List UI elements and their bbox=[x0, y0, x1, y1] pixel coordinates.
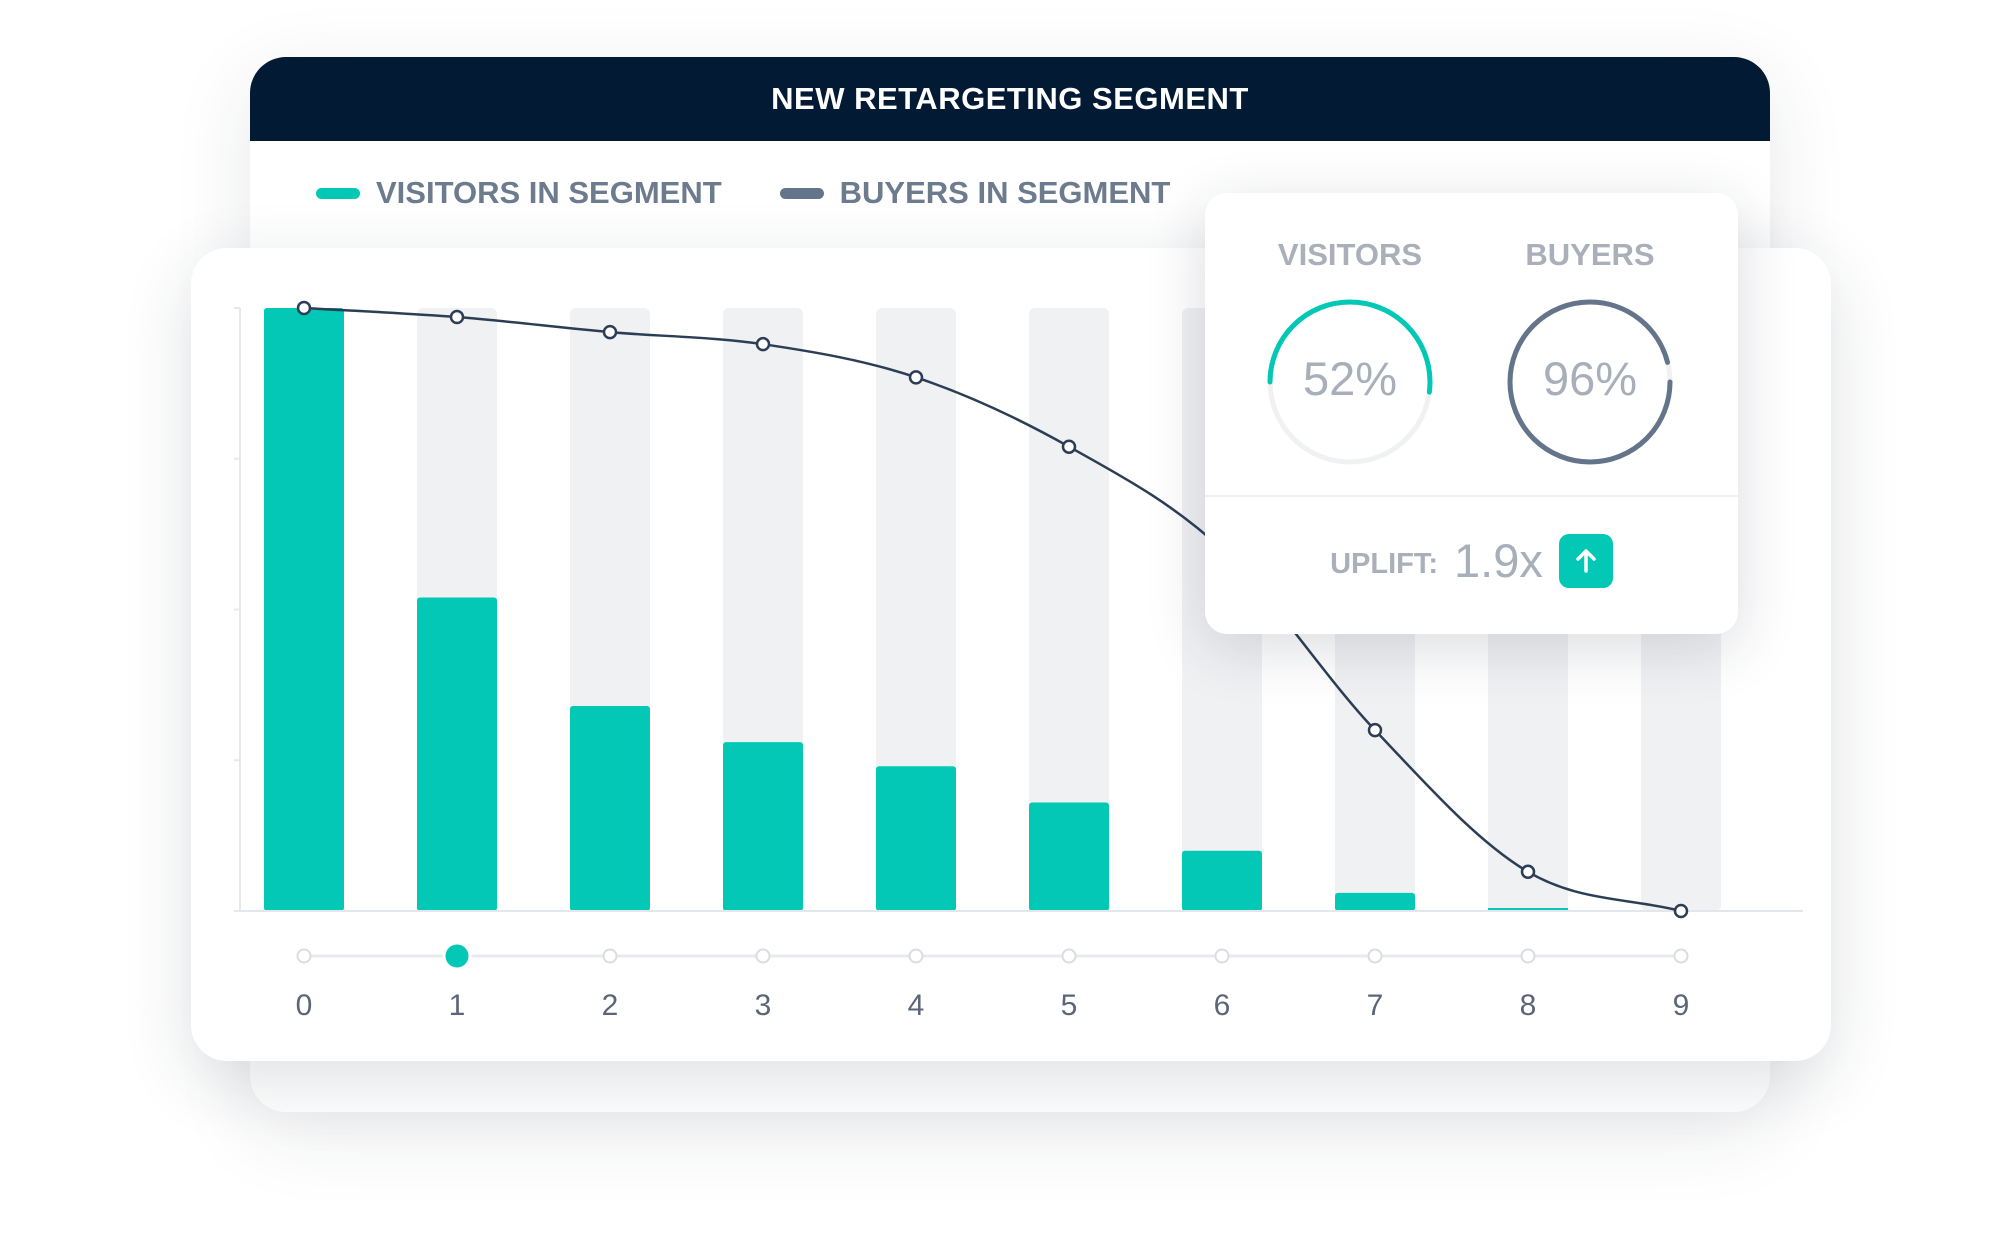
x-tick-label: 4 bbox=[908, 989, 925, 1022]
x-tick-label: 2 bbox=[602, 989, 619, 1022]
uplift-label: UPLIFT: bbox=[1330, 548, 1439, 580]
visitors-bar bbox=[1182, 850, 1262, 911]
slider-stop bbox=[296, 948, 312, 964]
buyers-point bbox=[602, 324, 618, 340]
legend-label-visitors: VISITORS IN SEGMENT bbox=[376, 175, 722, 210]
legend-item-visitors: VISITORS IN SEGMENT bbox=[316, 175, 722, 211]
bar-background bbox=[876, 308, 956, 911]
legend-swatch-visitors bbox=[316, 187, 360, 199]
visitors-bar bbox=[264, 308, 344, 911]
buyers-point bbox=[755, 336, 771, 352]
visitors-bar bbox=[1029, 802, 1109, 911]
buyers-point bbox=[1520, 864, 1536, 880]
slider-stop bbox=[1673, 948, 1689, 964]
visitors-ring bbox=[1267, 299, 1433, 465]
visitors-stat-value: 52% bbox=[1302, 352, 1398, 405]
slider-stop bbox=[1061, 948, 1077, 964]
visitors-bar bbox=[723, 742, 803, 911]
uplift-row: UPLIFT: 1.9x bbox=[1205, 533, 1738, 588]
chart-legend: VISITORS IN SEGMENT BUYERS IN SEGMENT bbox=[316, 175, 1228, 211]
visitors-bar bbox=[570, 705, 650, 911]
uplift-value: 1.9x bbox=[1454, 534, 1543, 587]
arrow-up-icon bbox=[1558, 533, 1613, 588]
x-tick-label: 3 bbox=[755, 989, 772, 1022]
visitors-bar bbox=[1488, 907, 1568, 911]
visitors-bar bbox=[417, 597, 497, 911]
x-tick-label: 6 bbox=[1214, 989, 1231, 1022]
x-tick-label: 9 bbox=[1673, 989, 1690, 1022]
buyers-stat-value: 96% bbox=[1542, 352, 1638, 405]
buyers-point bbox=[908, 370, 924, 385]
legend-swatch-buyers bbox=[779, 187, 824, 199]
visitors-stat-label: VISITORS bbox=[1277, 237, 1423, 272]
panel-header: NEW RETARGETING SEGMENT bbox=[250, 57, 1770, 141]
x-tick-label: 8 bbox=[1520, 989, 1537, 1022]
slider-stop bbox=[908, 948, 924, 964]
buyers-line bbox=[303, 306, 1682, 913]
buyers-point bbox=[1061, 439, 1077, 454]
x-tick-label: 0 bbox=[296, 989, 313, 1022]
buyers-point bbox=[1367, 722, 1383, 738]
x-tick-label: 1 bbox=[449, 989, 466, 1022]
buyers-ring bbox=[1507, 299, 1673, 465]
slider-stop bbox=[1520, 948, 1536, 964]
visitors-bar bbox=[1335, 892, 1415, 911]
panel-title: NEW RETARGETING SEGMENT bbox=[771, 81, 1249, 116]
buyers-ring-progress bbox=[1507, 299, 1673, 465]
buyers-point bbox=[296, 300, 312, 316]
buyers-stat-label: BUYERS bbox=[1525, 237, 1655, 272]
slider-stop bbox=[602, 948, 618, 964]
visitors-ring-progress bbox=[1267, 299, 1433, 465]
slider-stop bbox=[1367, 948, 1383, 964]
x-tick-label: 5 bbox=[1061, 989, 1078, 1022]
legend-label-buyers: BUYERS IN SEGMENT bbox=[839, 175, 1171, 210]
stats-card: VISITORS BUYERS 52% 96% UPLIFT: 1.9x bbox=[1205, 193, 1738, 634]
visitors-bar bbox=[876, 766, 956, 911]
legend-item-buyers: BUYERS IN SEGMENT bbox=[779, 175, 1171, 211]
stats-divider bbox=[1205, 495, 1738, 497]
x-tick-label: 7 bbox=[1367, 989, 1384, 1022]
slider-handle[interactable] bbox=[442, 941, 472, 971]
buyers-point bbox=[449, 309, 465, 325]
slider-stop bbox=[755, 948, 771, 964]
buyers-point bbox=[1673, 903, 1689, 919]
slider-stop bbox=[1214, 948, 1230, 964]
